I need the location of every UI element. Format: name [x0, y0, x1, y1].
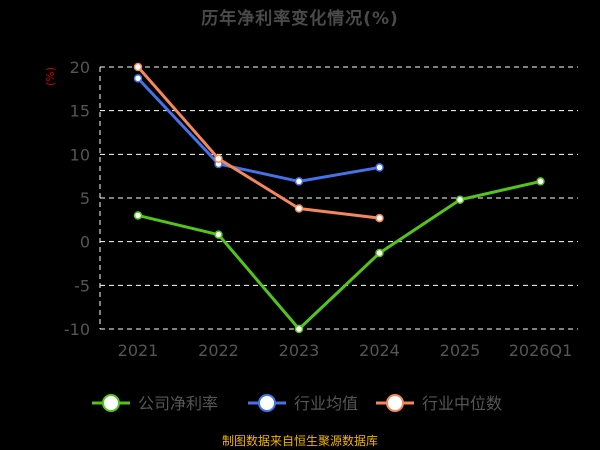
x-tick-label: 2024: [359, 341, 400, 360]
y-tick-label: 5: [80, 189, 90, 208]
data-point: [214, 154, 223, 163]
y-tick-label: -10: [64, 320, 90, 339]
grid-lines: [99, 66, 578, 330]
series-path: [136, 66, 380, 220]
y-tick-label: 20: [70, 58, 90, 77]
data-point: [214, 230, 223, 239]
data-point: [375, 248, 384, 258]
legend-label: 公司净利率: [138, 394, 218, 413]
data-point: [294, 177, 304, 186]
legend-marker: [386, 394, 404, 412]
legend-label: 行业均值: [294, 394, 358, 413]
data-source-note: 制图数据来自恒生聚源数据库: [221, 434, 378, 448]
chart-title: 历年净利率变化情况(%): [201, 9, 399, 29]
x-tick-label: 2022: [198, 341, 239, 360]
x-tick-labels: 2021 2022 2023 2024 2025 2026Q1: [118, 341, 573, 360]
x-tick-label: 2025: [440, 341, 481, 360]
data-point: [536, 177, 545, 186]
data-point: [294, 204, 304, 213]
y-tick-label: 0: [80, 233, 90, 252]
y-tick-labels: 20 15 10 5 0 -5 -10: [64, 58, 90, 339]
series-path: [137, 179, 541, 331]
x-tick-label: 2026Q1: [509, 341, 573, 360]
data-point: [133, 74, 143, 83]
legend: 公司净利率 行业均值 行业中位数: [92, 394, 502, 413]
data-point: [133, 211, 143, 220]
series-path: [136, 77, 380, 183]
data-point: [455, 195, 465, 204]
series-lines: [133, 62, 545, 334]
y-tick-label: 10: [70, 145, 90, 164]
data-point: [375, 163, 384, 172]
series-line: [133, 177, 545, 334]
y-tick-label: 15: [70, 102, 90, 121]
legend-item: 行业均值: [248, 394, 358, 413]
legend-label: 行业中位数: [422, 394, 502, 413]
legend-marker: [102, 394, 120, 412]
series-line: [133, 74, 384, 186]
series-line: [133, 62, 384, 223]
x-tick-label: 2021: [118, 341, 159, 360]
x-tick-label: 2023: [279, 341, 320, 360]
data-point: [375, 213, 384, 223]
data-point: [133, 62, 143, 72]
legend-marker: [258, 394, 276, 412]
legend-item: 公司净利率: [92, 394, 218, 413]
y-tick-label: -5: [74, 276, 90, 295]
legend-item: 行业中位数: [376, 394, 502, 413]
data-point: [294, 324, 304, 334]
